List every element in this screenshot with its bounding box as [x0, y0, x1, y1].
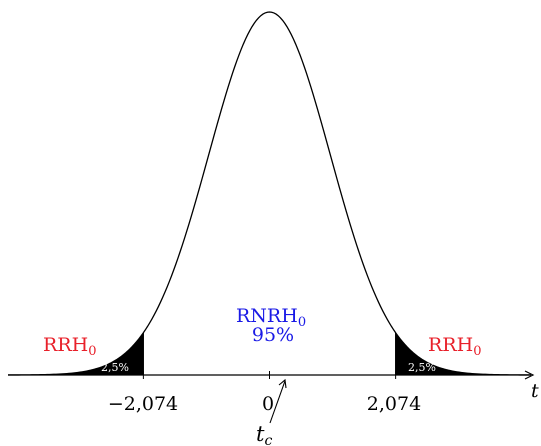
left-rejection-percent: 2,5% [101, 361, 129, 374]
right-rejection-subscript: 0 [473, 344, 481, 359]
x-axis-variable-label: t [531, 380, 539, 402]
tick-label-right: 2,074 [367, 393, 421, 415]
right-rejection-area [395, 332, 531, 375]
left-rejection-area [8, 332, 144, 375]
right-rejection-label: RRH0 [428, 334, 481, 359]
acceptance-label: RNRH0 [236, 305, 306, 330]
tc-arrow [269, 380, 286, 424]
x-axis-arrow [524, 370, 535, 380]
acceptance-subscript: 0 [298, 315, 306, 330]
tc-symbol: t [256, 422, 265, 446]
density-curve [8, 11, 531, 376]
right-rejection-percent: 2,5% [408, 361, 436, 374]
left-rejection-name: RRH [43, 334, 88, 356]
tick-label-center: 0 [262, 393, 274, 415]
tc-label: tc [256, 422, 272, 446]
tc-arrow-head [278, 378, 287, 389]
acceptance-percent: 95% [252, 324, 294, 346]
left-rejection-label: RRH0 [43, 334, 96, 359]
left-rejection-subscript: 0 [88, 344, 96, 359]
right-rejection-name: RRH [428, 334, 473, 356]
acceptance-name: RNRH [236, 305, 298, 327]
tick-label-left: −2,074 [108, 393, 178, 415]
tc-subscript: c [264, 433, 272, 446]
